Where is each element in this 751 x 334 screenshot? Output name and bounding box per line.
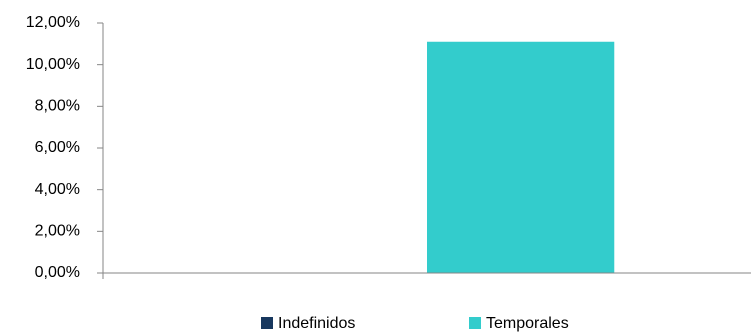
y-tick-label: 0,00%: [35, 264, 80, 281]
y-tick-label: 2,00%: [35, 223, 80, 240]
legend-swatch: [261, 317, 273, 329]
y-tick-label: 6,00%: [35, 139, 80, 156]
y-tick-label: 4,00%: [35, 181, 80, 198]
legend-label: Temporales: [486, 315, 569, 332]
y-tick-label: 8,00%: [35, 98, 80, 115]
y-tick-label: 10,00%: [26, 56, 80, 73]
legend-swatch: [469, 317, 481, 329]
bar: [427, 41, 615, 273]
y-tick-label: 12,00%: [26, 14, 80, 31]
legend-label: Indefinidos: [278, 315, 355, 332]
